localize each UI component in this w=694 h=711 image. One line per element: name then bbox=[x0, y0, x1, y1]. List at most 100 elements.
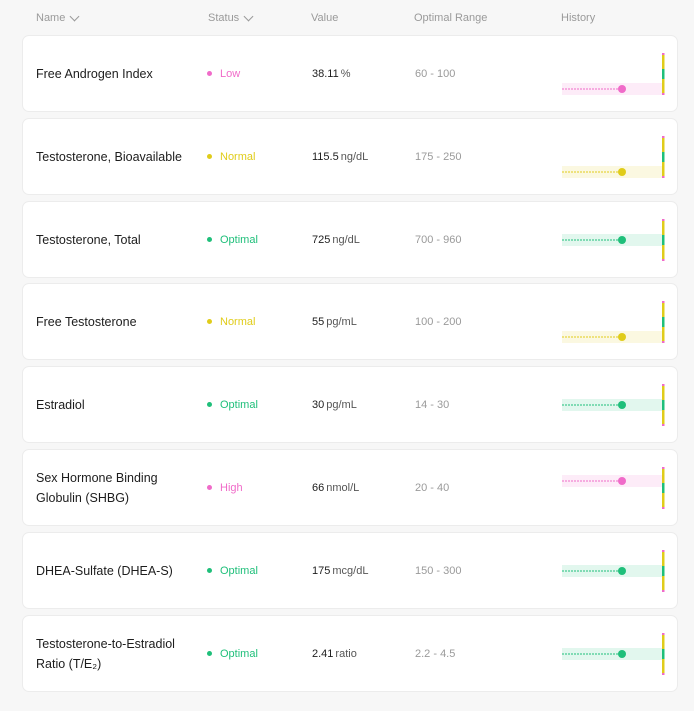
table-row[interactable]: DHEA-Sulfate (DHEA-S) Optimal 175 mcg/dL … bbox=[22, 532, 678, 609]
value-number: 175 bbox=[312, 564, 331, 577]
history-sparkline[interactable] bbox=[562, 467, 666, 509]
range-indicator-segment bbox=[662, 301, 665, 303]
column-header-status[interactable]: Status bbox=[208, 11, 254, 24]
range-indicator-segment bbox=[662, 162, 665, 176]
range-indicator-segment bbox=[662, 635, 665, 649]
range-indicator-segment bbox=[662, 221, 665, 235]
value-unit: nmol/L bbox=[326, 481, 360, 494]
biomarker-name: DHEA-Sulfate (DHEA-S) bbox=[36, 563, 173, 578]
range-indicator-segment bbox=[662, 93, 665, 95]
value-cell: 30 pg/mL bbox=[312, 399, 357, 411]
history-sparkline[interactable] bbox=[562, 136, 666, 178]
status-label: Normal bbox=[220, 315, 256, 328]
range-indicator-segment bbox=[662, 673, 665, 675]
value-unit: pg/mL bbox=[326, 398, 357, 411]
status-badge: Optimal bbox=[207, 234, 258, 246]
value-cell: 725 ng/dL bbox=[312, 234, 360, 246]
column-header-value: Value bbox=[311, 12, 338, 24]
value-unit: ratio bbox=[335, 647, 357, 660]
range-indicator-segment bbox=[662, 303, 665, 317]
history-sparkline[interactable] bbox=[562, 219, 666, 261]
optimal-range: 700 - 960 bbox=[415, 233, 462, 246]
value-unit: ng/dL bbox=[332, 233, 360, 246]
range-indicator-segment bbox=[662, 483, 665, 493]
biomarker-name: Testosterone, Bioavailable bbox=[36, 149, 182, 164]
range-indicator-segment bbox=[662, 176, 665, 178]
range-indicator-segment bbox=[662, 79, 665, 93]
value-number: 55 bbox=[312, 315, 325, 328]
table-row[interactable]: Testosterone-to-Estradiol Ratio (T/E₂) O… bbox=[22, 615, 678, 692]
history-sparkline[interactable] bbox=[562, 53, 666, 95]
range-indicator-segment bbox=[662, 410, 665, 424]
range-indicator-segment bbox=[662, 550, 665, 552]
range-indicator-segment bbox=[662, 633, 665, 635]
range-indicator-segment bbox=[662, 69, 665, 79]
table-row[interactable]: Testosterone, Bioavailable Normal 115.5 n… bbox=[22, 118, 678, 195]
status-label: Optimal bbox=[220, 647, 258, 660]
optimal-range: 150 - 300 bbox=[415, 564, 462, 577]
history-sparkline[interactable] bbox=[562, 301, 666, 343]
value-unit: ng/dL bbox=[340, 150, 369, 163]
column-header-status-label: Status bbox=[208, 12, 240, 24]
status-dot-icon bbox=[207, 71, 212, 76]
history-point bbox=[618, 168, 626, 176]
value-number: 66 bbox=[312, 481, 325, 494]
table-row[interactable]: Estradiol Optimal 30 pg/mL 14 - 30 bbox=[22, 366, 678, 443]
value-cell: 175 mcg/dL bbox=[312, 565, 368, 577]
value-cell: 38.11% bbox=[312, 68, 351, 80]
biomarker-name: Free Androgen Index bbox=[36, 66, 153, 81]
status-badge: Low bbox=[207, 68, 240, 80]
status-label: High bbox=[220, 481, 243, 494]
column-header-name-label: Name bbox=[36, 12, 66, 24]
column-header-history-label: History bbox=[561, 12, 596, 24]
status-label: Optimal bbox=[220, 564, 258, 577]
status-badge: Normal bbox=[207, 316, 255, 328]
status-dot-icon bbox=[207, 485, 212, 490]
status-dot-icon bbox=[207, 568, 212, 573]
range-indicator-segment bbox=[662, 424, 665, 426]
history-sparkline[interactable] bbox=[562, 384, 666, 426]
table-row[interactable]: Free Androgen Index Low 38.11% 60 - 100 bbox=[22, 35, 678, 112]
value-cell: 55 pg/mL bbox=[312, 316, 357, 328]
table-row[interactable]: Sex Hormone Binding Globulin (SHBG) High… bbox=[22, 449, 678, 526]
table-header: Name Status Value Optimal Range History bbox=[22, 0, 678, 36]
optimal-range: 20 - 40 bbox=[415, 481, 450, 494]
table-row[interactable]: Testosterone, Total Optimal 725 ng/dL 700… bbox=[22, 201, 678, 278]
range-indicator-segment bbox=[662, 53, 665, 55]
optimal-range: 100 - 200 bbox=[415, 315, 462, 328]
column-header-name[interactable]: Name bbox=[36, 11, 80, 24]
range-indicator-segment bbox=[662, 493, 665, 507]
status-badge: Optimal bbox=[207, 565, 258, 577]
table-row[interactable]: Free Testosterone Normal 55 pg/mL 100 - 2… bbox=[22, 283, 678, 360]
value-cell: 115.5 ng/dL bbox=[312, 151, 368, 163]
range-indicator-segment bbox=[662, 386, 665, 400]
range-indicator-segment bbox=[662, 327, 665, 341]
column-header-value-label: Value bbox=[311, 12, 339, 24]
biomarker-name: Testosterone, Total bbox=[36, 232, 141, 247]
history-point bbox=[618, 650, 626, 658]
range-indicator-segment bbox=[662, 659, 665, 673]
chevron-down-icon bbox=[243, 11, 254, 21]
range-indicator-segment bbox=[662, 566, 665, 576]
status-badge: Optimal bbox=[207, 648, 258, 660]
range-indicator-segment bbox=[662, 469, 665, 483]
range-indicator-segment bbox=[662, 138, 665, 152]
range-indicator-segment bbox=[662, 136, 665, 138]
range-indicator-segment bbox=[662, 259, 665, 261]
status-dot-icon bbox=[207, 319, 212, 324]
history-point bbox=[618, 477, 626, 485]
history-point bbox=[618, 567, 626, 575]
column-header-history: History bbox=[561, 12, 595, 24]
column-header-range-label: Optimal Range bbox=[414, 12, 488, 24]
history-sparkline[interactable] bbox=[562, 550, 666, 592]
range-indicator-segment bbox=[662, 507, 665, 509]
value-cell: 66 nmol/L bbox=[312, 482, 359, 494]
history-sparkline[interactable] bbox=[562, 633, 666, 675]
range-indicator-segment bbox=[662, 590, 665, 592]
biomarker-name: Estradiol bbox=[36, 397, 85, 412]
range-indicator-segment bbox=[662, 235, 665, 245]
biomarker-name: Free Testosterone bbox=[36, 314, 137, 329]
history-point bbox=[618, 236, 626, 244]
history-point bbox=[618, 401, 626, 409]
range-indicator-segment bbox=[662, 384, 665, 386]
